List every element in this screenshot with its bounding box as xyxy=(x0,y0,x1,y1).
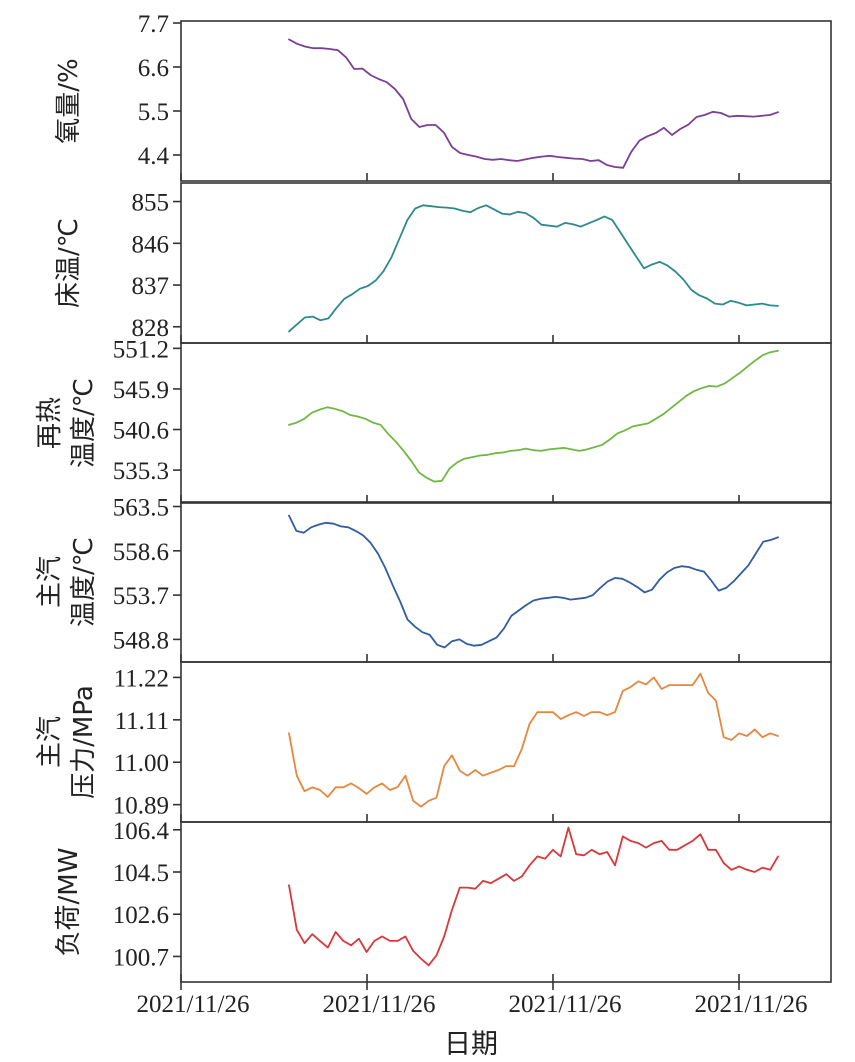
y-tick-label: 563.5 xyxy=(113,495,169,522)
y-tick-label: 100.7 xyxy=(113,944,169,971)
x-tick-label: 2021/11/26 xyxy=(695,991,808,1018)
y-tick-label: 11.22 xyxy=(114,665,169,692)
y-tick-label: 540.6 xyxy=(113,418,169,445)
y-tick-label: 102.6 xyxy=(113,902,169,929)
panel-frame xyxy=(180,182,832,344)
series-line xyxy=(288,672,779,808)
y-tick-label: 6.6 xyxy=(138,55,169,82)
y-tick-label: 11.00 xyxy=(114,750,169,777)
y-tick-label: 553.7 xyxy=(113,583,169,610)
y-tick-label: 846 xyxy=(132,231,170,258)
y-tick-label: 104.5 xyxy=(113,860,169,887)
y-tick-label: 545.9 xyxy=(113,377,169,404)
y-axis-label: 主汽 xyxy=(35,556,65,608)
panel-3: 551.2 545.9 540.6 535.3 再热 温度/℃ xyxy=(35,336,832,504)
panel-5: 11.22 11.11 11.00 10.89 主汽 压力/MPa xyxy=(35,661,832,823)
y-axis-label: 床温/℃ xyxy=(54,218,84,308)
panel-4: 563.5 558.6 553.7 548.8 主汽 温度/℃ xyxy=(35,495,832,663)
series-line xyxy=(288,514,779,649)
y-tick-label: 11.11 xyxy=(115,708,169,735)
y-tick-label: 5.5 xyxy=(138,99,169,126)
y-tick-label: 558.6 xyxy=(113,539,169,566)
y-tick-label: 855 xyxy=(132,190,170,217)
chart-panels: 7.7 6.6 5.5 4.4 氧量/% 855 846 837 828 床温/℃ 551.2 545… xyxy=(35,11,832,983)
y-axis-label: 负荷/MW xyxy=(54,848,84,957)
x-axis-label: 日期 xyxy=(444,1029,498,1060)
panel-1: 7.7 6.6 5.5 4.4 氧量/% xyxy=(54,11,832,182)
series-line xyxy=(288,204,779,333)
panel-6: 106.4 104.5 102.6 100.7 负荷/MW xyxy=(54,818,832,983)
y-tick-label: 828 xyxy=(132,315,170,342)
y-axis-label: 温度/℃ xyxy=(69,537,99,627)
series-line xyxy=(288,826,779,967)
y-axis-label: 压力/MPa xyxy=(69,685,99,799)
y-tick-label: 106.4 xyxy=(113,818,170,845)
x-tick-label: 2021/11/26 xyxy=(323,991,436,1018)
y-tick-label: 10.89 xyxy=(113,793,169,820)
x-axis: 2021/11/26 2021/11/26 2021/11/26 2021/11/26 xyxy=(137,982,808,1018)
y-tick-label: 7.7 xyxy=(138,11,169,38)
y-axis-label: 再热 xyxy=(35,397,65,449)
y-tick-label: 548.8 xyxy=(113,627,169,654)
panel-frame xyxy=(180,821,832,983)
panel-2: 855 846 837 828 床温/℃ xyxy=(54,182,832,344)
panel-frame xyxy=(180,342,832,504)
panel-frame xyxy=(180,661,832,823)
y-tick-label: 4.4 xyxy=(138,143,170,170)
y-axis-label: 温度/℃ xyxy=(69,378,99,468)
y-tick-label: 535.3 xyxy=(113,458,169,485)
y-tick-label: 551.2 xyxy=(113,336,169,363)
y-axis-label: 主汽 xyxy=(35,716,65,768)
x-tick-label: 2021/11/26 xyxy=(509,991,622,1018)
series-line xyxy=(288,38,779,169)
panel-frame xyxy=(180,20,832,182)
series-line xyxy=(288,349,779,483)
y-tick-label: 837 xyxy=(132,273,170,300)
y-axis-label: 氧量/% xyxy=(54,58,84,143)
x-tick-label: 2021/11/26 xyxy=(137,991,250,1018)
